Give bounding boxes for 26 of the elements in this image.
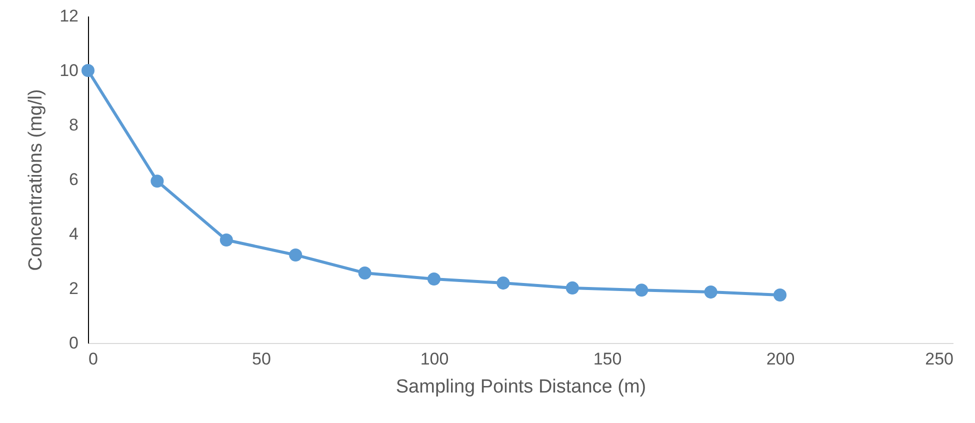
y-tick-label: 4	[69, 224, 78, 244]
point	[704, 286, 718, 299]
y-axis-title: Concentrations (mg/l)	[26, 89, 47, 271]
y-tick-label: 6	[69, 170, 78, 189]
point	[566, 281, 579, 294]
y-tick-label: 12	[60, 6, 78, 26]
point	[81, 64, 95, 78]
x-tick-label: 250	[925, 350, 954, 368]
point	[773, 288, 787, 302]
y-tick-label: 0	[69, 334, 78, 352]
point	[358, 266, 372, 280]
y-tick-label: 8	[69, 116, 78, 134]
y-tick-label: 2	[69, 279, 78, 298]
y-tick-label: 10	[60, 61, 78, 80]
x-tick-label: 0	[88, 350, 98, 368]
point	[150, 174, 164, 188]
point	[427, 272, 441, 286]
point	[220, 233, 233, 246]
point	[496, 276, 510, 290]
x-tick-label: 200	[766, 350, 795, 368]
point	[635, 284, 648, 297]
x-tick-label: 50	[252, 350, 271, 368]
x-tick-label: 100	[420, 350, 449, 368]
x-tick-label: 150	[593, 350, 622, 368]
point	[289, 248, 302, 262]
x-axis-title: Sampling Points Distance (m)	[396, 376, 646, 398]
